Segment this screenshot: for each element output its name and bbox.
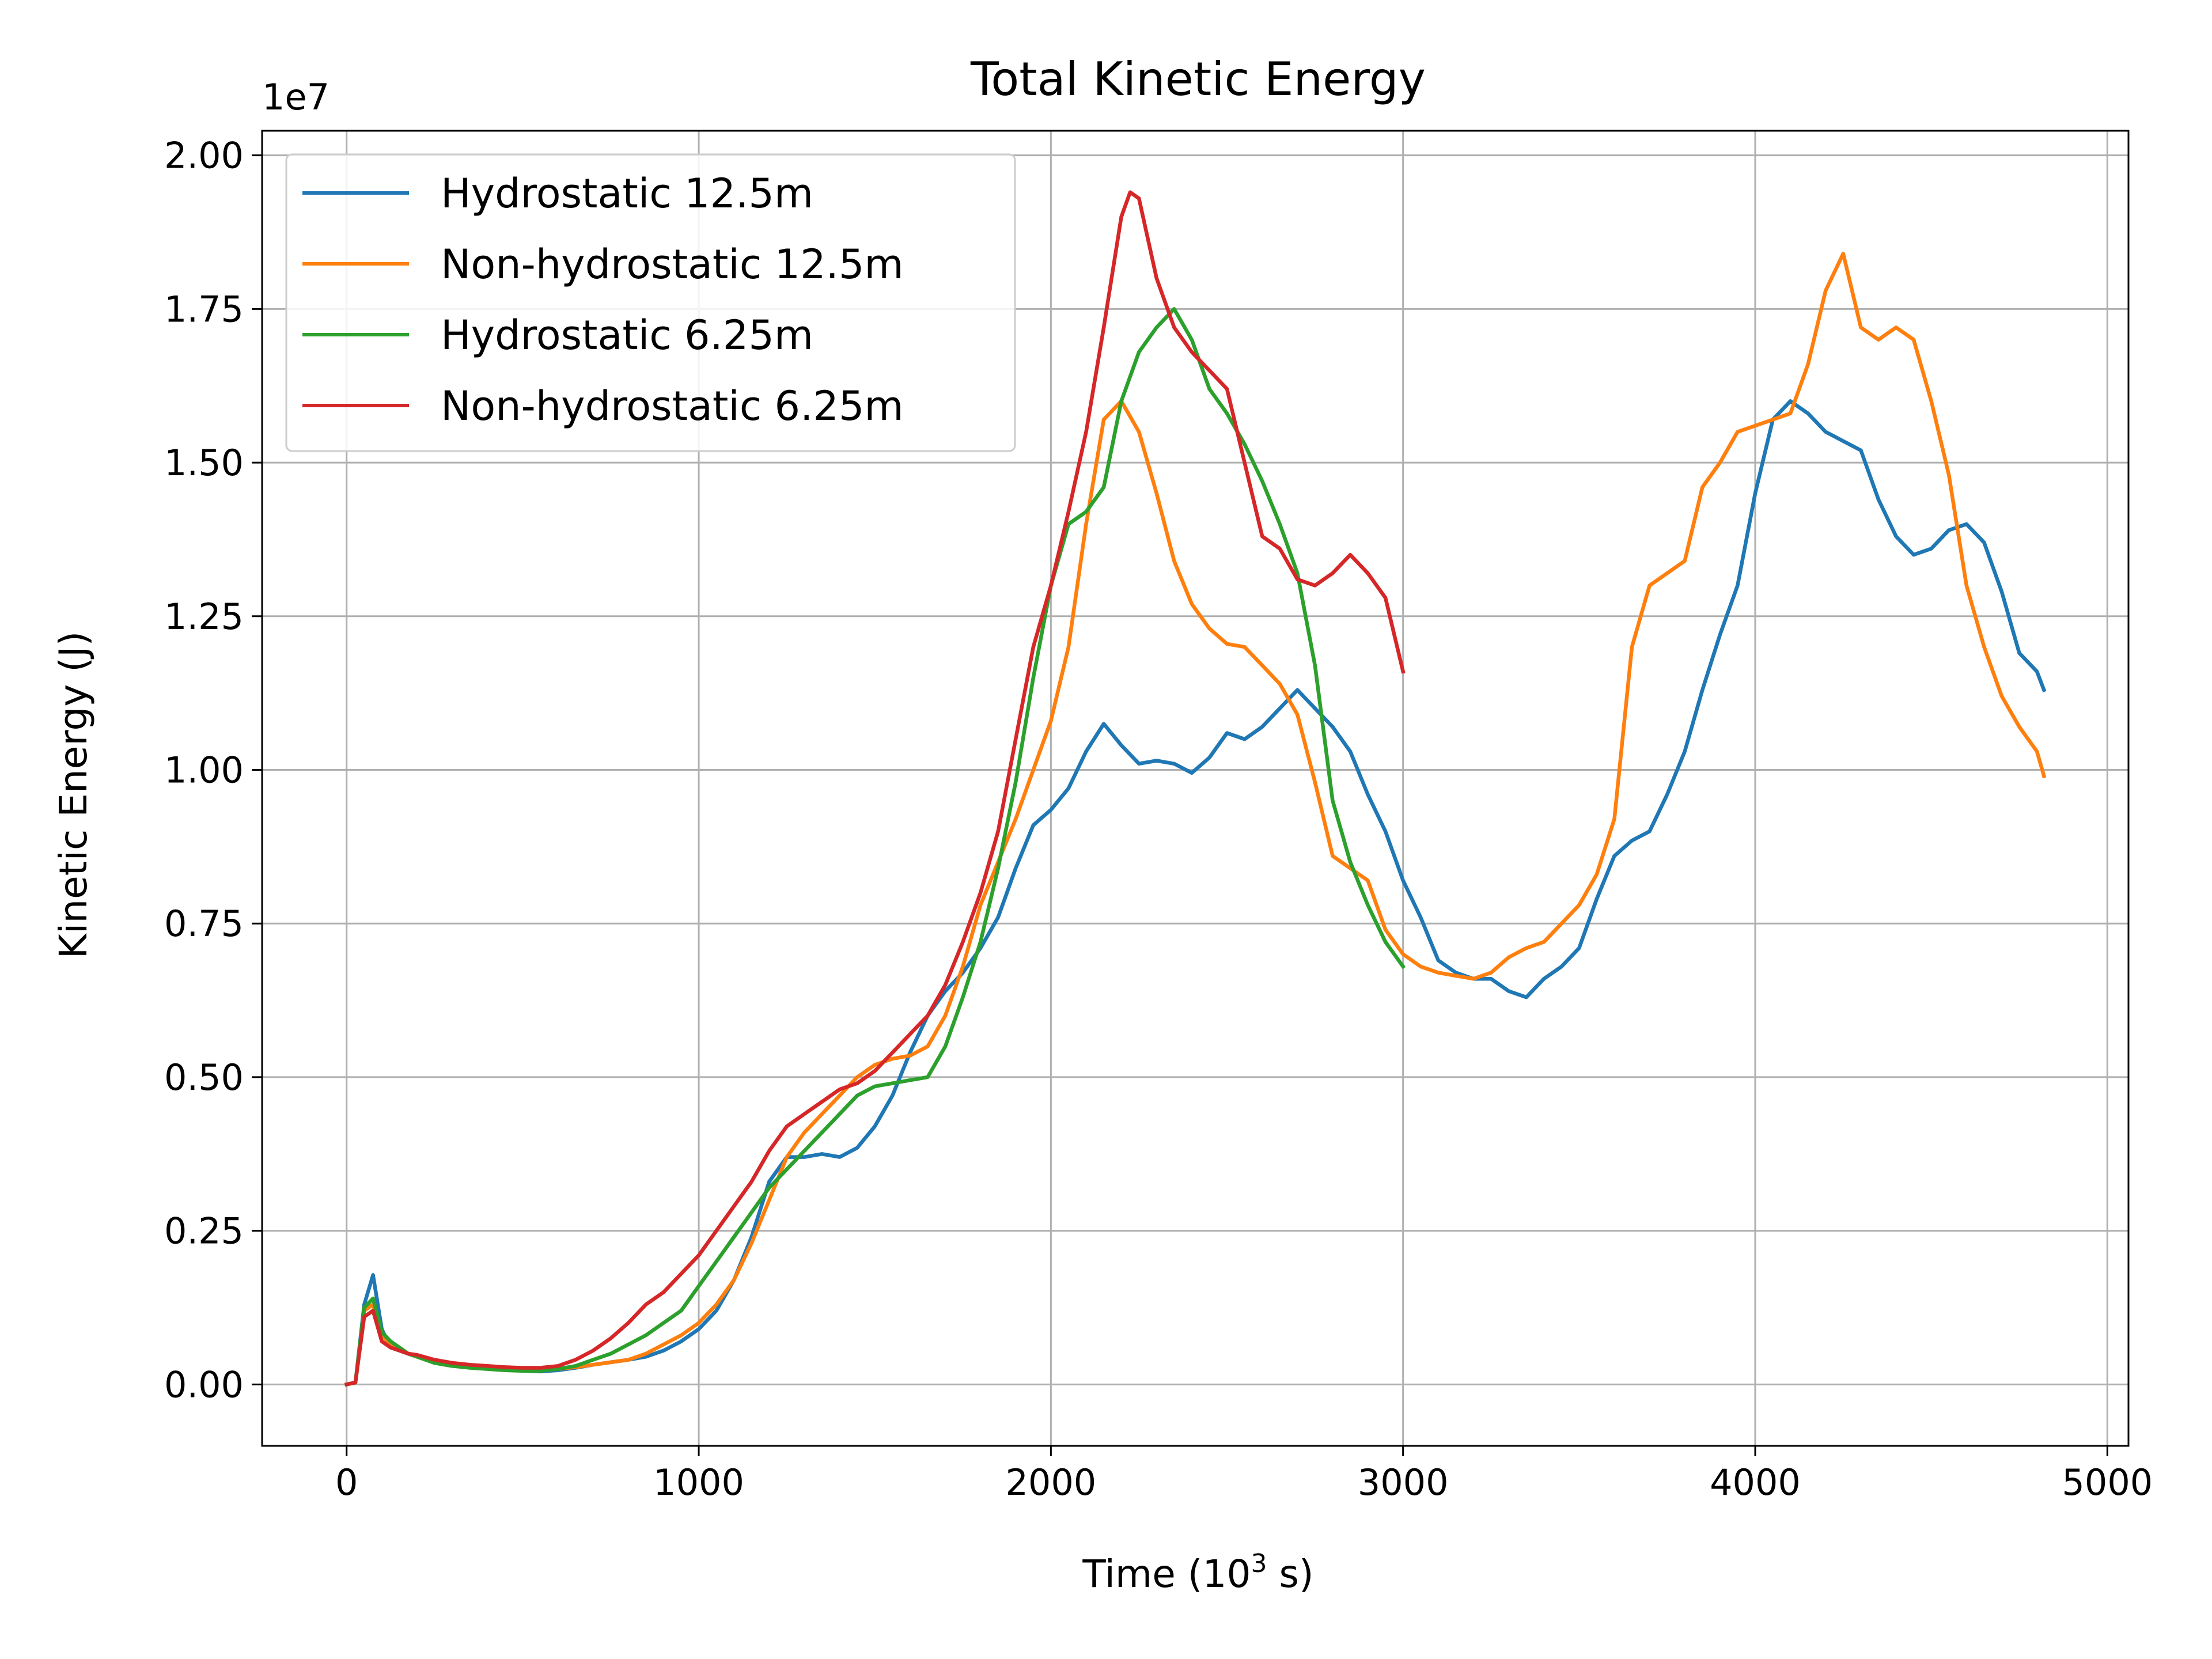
- y-tick-label: 1.75: [164, 288, 244, 330]
- x-tick-label: 0: [335, 1461, 358, 1503]
- y-axis-label: Kinetic Energy (J): [51, 631, 96, 959]
- series-line-non-hydrostatic-6-25m: [344, 190, 1406, 1387]
- y-tick-label: 0.00: [164, 1363, 244, 1406]
- x-axis-ticks: 0 1000 2000 3000 4000 5000: [335, 1446, 2153, 1503]
- legend-label-non-hydrostatic-12-5m: Non-hydrostatic 12.5m: [441, 241, 904, 288]
- x-tick-label: 2000: [1005, 1461, 1096, 1503]
- y-tick-label: 1.00: [164, 749, 244, 791]
- series-line-hydrostatic-6-25m: [344, 307, 1406, 1387]
- legend-label-hydrostatic-12-5m: Hydrostatic 12.5m: [441, 170, 813, 217]
- x-axis-label-tail: s): [1267, 1552, 1314, 1596]
- y-tick-label: 0.50: [164, 1056, 244, 1099]
- x-axis-label: Time (103 s): [1082, 1549, 1313, 1596]
- legend-box: [285, 153, 1016, 452]
- chart-title: Total Kinetic Energy: [970, 52, 1426, 106]
- x-axis-label-main: Time (10: [1082, 1552, 1251, 1596]
- legend: Hydrostatic 12.5m Non-hydrostatic 12.5m …: [285, 153, 1016, 452]
- plot-frame: [261, 130, 2130, 1447]
- plot-lines: [344, 190, 2047, 1387]
- y-offset-label: 1e7: [262, 76, 329, 118]
- x-tick-label: 5000: [2062, 1461, 2153, 1503]
- x-tick-label: 4000: [1710, 1461, 1801, 1503]
- x-tick-label: 1000: [653, 1461, 744, 1503]
- legend-label-non-hydrostatic-6-25m: Non-hydrostatic 6.25m: [441, 382, 904, 430]
- y-tick-label: 2.00: [164, 135, 244, 177]
- y-tick-label: 0.25: [164, 1210, 244, 1252]
- y-tick-label: 1.50: [164, 442, 244, 484]
- legend-label-hydrostatic-6-25m: Hydrostatic 6.25m: [441, 312, 813, 359]
- x-axis-label-superscript: 3: [1251, 1549, 1267, 1578]
- y-tick-label: 1.25: [164, 596, 244, 638]
- y-tick-label: 0.75: [164, 903, 244, 945]
- x-tick-label: 3000: [1358, 1461, 1449, 1503]
- y-axis-ticks: 0.00 0.25 0.50 0.75 1.00 1.25 1.50 1.75 2.00: [164, 135, 262, 1406]
